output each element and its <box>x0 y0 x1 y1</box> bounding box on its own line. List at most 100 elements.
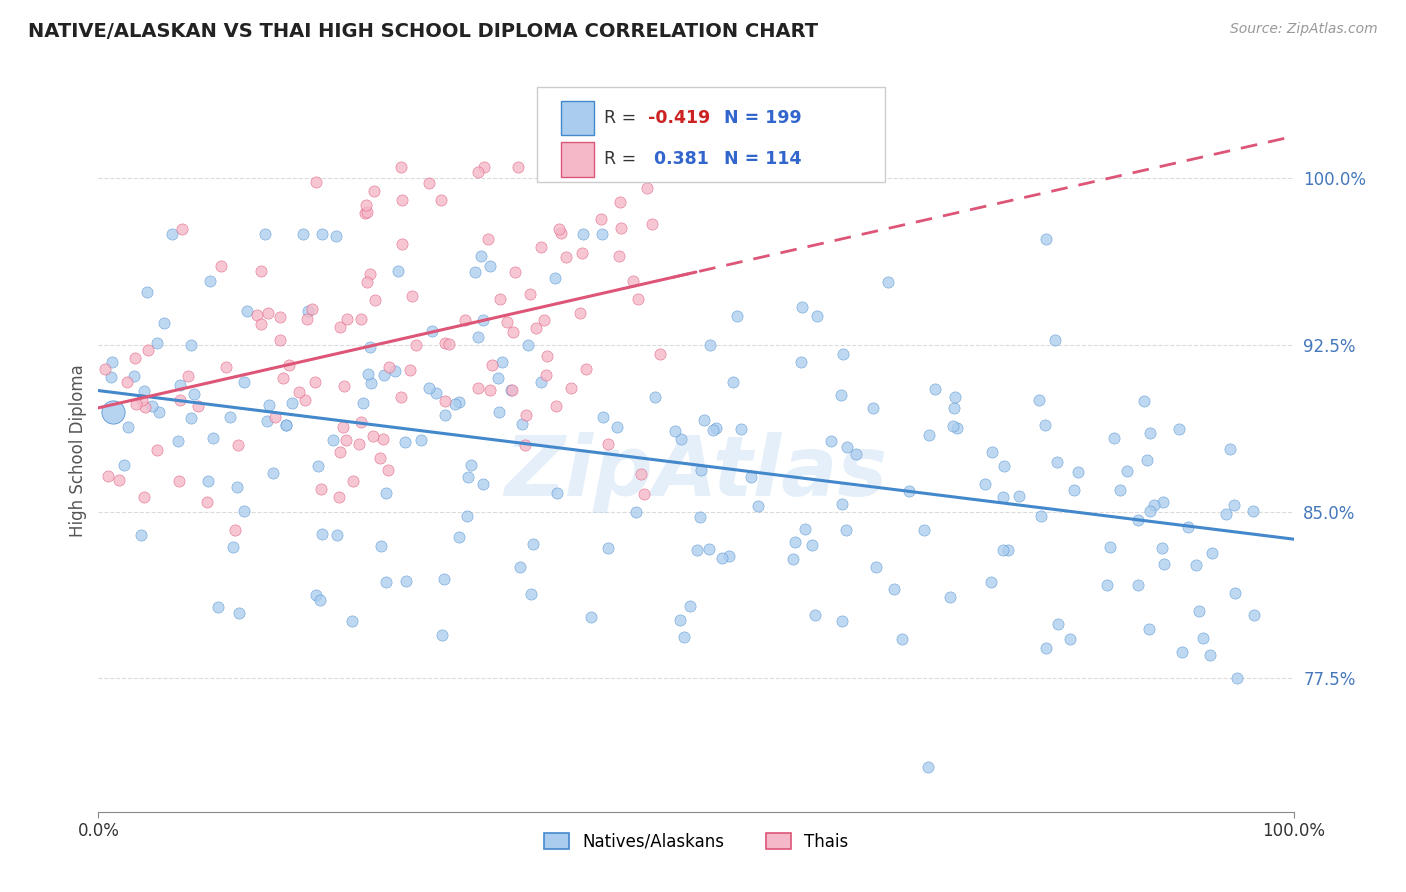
Point <box>467 165 489 179</box>
Point <box>271 370 294 384</box>
Point <box>782 551 804 566</box>
Point <box>481 358 503 372</box>
Point <box>460 458 482 472</box>
Point <box>399 362 422 376</box>
Point <box>384 363 406 377</box>
Point <box>262 466 284 480</box>
Point <box>1223 585 1246 599</box>
Point <box>502 325 524 339</box>
Point <box>544 271 567 285</box>
Point <box>790 354 813 368</box>
Point <box>534 368 557 383</box>
Point <box>329 445 352 459</box>
Point <box>97 469 120 483</box>
Point <box>609 221 631 235</box>
Point <box>420 324 443 338</box>
Point <box>503 265 526 279</box>
Point <box>1152 495 1174 509</box>
Point <box>361 429 384 443</box>
Point <box>141 400 163 414</box>
Point <box>1028 393 1050 408</box>
Point <box>704 421 727 435</box>
Point <box>391 237 413 252</box>
Point <box>304 375 326 389</box>
Point <box>276 418 298 433</box>
Point <box>1139 504 1161 518</box>
Point <box>747 499 769 513</box>
Point <box>221 540 243 554</box>
Point <box>359 267 381 281</box>
Point <box>488 292 510 306</box>
Point <box>679 599 702 614</box>
Point <box>477 232 499 246</box>
Point <box>546 161 568 175</box>
Point <box>831 614 853 628</box>
Point <box>470 249 492 263</box>
Point <box>478 259 501 273</box>
Point <box>591 227 613 241</box>
Point <box>546 399 568 413</box>
Point <box>228 606 250 620</box>
Point <box>550 226 572 240</box>
Point <box>183 386 205 401</box>
Point <box>980 445 1002 459</box>
Point <box>201 431 224 445</box>
Point <box>354 198 377 212</box>
Point <box>1226 671 1249 685</box>
Point <box>942 401 965 415</box>
Point <box>326 527 349 541</box>
Point <box>350 415 373 429</box>
Point <box>803 608 825 623</box>
Point <box>725 309 748 323</box>
Point <box>692 413 714 427</box>
Point <box>571 246 593 260</box>
Point <box>831 497 853 511</box>
Point <box>1043 334 1066 348</box>
Point <box>837 440 859 454</box>
Point <box>626 292 648 306</box>
Point <box>630 467 652 481</box>
Point <box>134 401 156 415</box>
Point <box>641 217 664 231</box>
Point <box>453 313 475 327</box>
Point <box>269 310 291 324</box>
Point <box>591 212 613 227</box>
Point <box>993 459 1015 474</box>
Point <box>405 338 427 352</box>
Point <box>124 351 146 366</box>
Point <box>342 474 364 488</box>
Point <box>488 405 510 419</box>
Point <box>225 480 247 494</box>
Point <box>1137 622 1160 636</box>
Point <box>596 541 619 555</box>
Point <box>94 361 117 376</box>
Point <box>1136 453 1159 467</box>
Point <box>596 437 619 451</box>
Bar <box>561 101 595 136</box>
Point <box>430 628 453 642</box>
Point <box>1150 541 1173 555</box>
Point <box>394 434 416 449</box>
Point <box>830 388 852 402</box>
Point <box>1199 648 1222 662</box>
Point <box>1185 558 1208 572</box>
Point <box>633 486 655 500</box>
Point <box>845 447 868 461</box>
Text: -0.419: -0.419 <box>648 109 710 127</box>
Point <box>991 542 1014 557</box>
Point <box>301 301 323 316</box>
Point <box>942 418 965 433</box>
Point <box>160 227 183 241</box>
Point <box>699 338 721 352</box>
Point <box>592 410 614 425</box>
Legend: Natives/Alaskans, Thais: Natives/Alaskans, Thais <box>537 826 855 857</box>
Point <box>371 433 394 447</box>
Point <box>395 574 418 589</box>
Point <box>250 264 273 278</box>
Point <box>486 371 509 385</box>
Point <box>876 275 898 289</box>
Point <box>281 396 304 410</box>
Point <box>478 384 501 398</box>
Point <box>1215 508 1237 522</box>
Point <box>1167 422 1189 436</box>
